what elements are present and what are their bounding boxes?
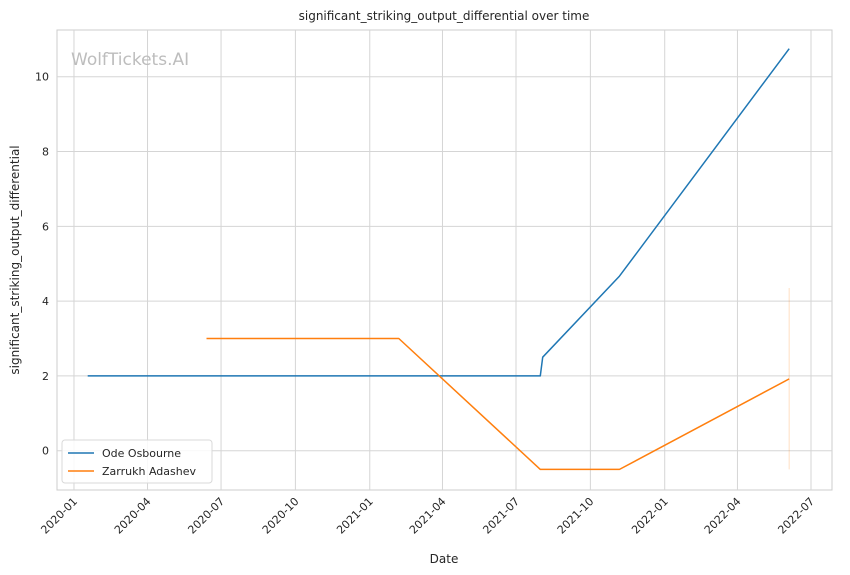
legend-label-series-2: Zarrukh Adashev [102,465,196,478]
x-tick-label: 2022-07 [775,495,817,537]
x-tick-label: 2021-10 [555,495,597,537]
y-tick-label: 10 [35,71,49,84]
y-tick-label: 0 [42,445,49,458]
x-tick-label: 2020-01 [38,495,80,537]
chart-title: significant_striking_output_differential… [299,9,590,23]
plot-area [56,29,833,491]
grid-x [73,30,812,490]
x-tick-label: 2020-04 [112,495,154,537]
series-2-line [206,337,790,471]
y-tick-label: 4 [42,295,49,308]
legend: Ode Osbourne Zarrukh Adashev [61,439,213,484]
watermark: WolfTickets.AI [71,50,189,70]
x-tick-label: 2020-07 [185,495,227,537]
y-tick-labels: 0 2 4 6 8 10 [35,71,49,458]
x-tick-label: 2021-01 [334,495,376,537]
legend-box [61,439,213,484]
y-axis-label: significant_striking_output_differential [8,145,22,374]
x-tick-label: 2022-04 [702,495,744,537]
x-tick-label: 2021-04 [407,495,449,537]
legend-label-series-1: Ode Osbourne [102,447,181,460]
series-lines [87,48,790,471]
y-tick-label: 2 [42,370,49,383]
x-tick-label: 2021-07 [480,495,522,537]
y-tick-label: 6 [42,220,49,233]
x-tick-labels: 2020-01 2020-04 2020-07 2020-10 2021-01 2021-… [38,495,817,537]
y-tick-label: 8 [42,146,49,159]
x-axis-label: Date [430,552,459,566]
x-tick-label: 2022-01 [629,495,671,537]
series-1-line [87,48,790,377]
x-tick-label: 2020-10 [260,495,302,537]
